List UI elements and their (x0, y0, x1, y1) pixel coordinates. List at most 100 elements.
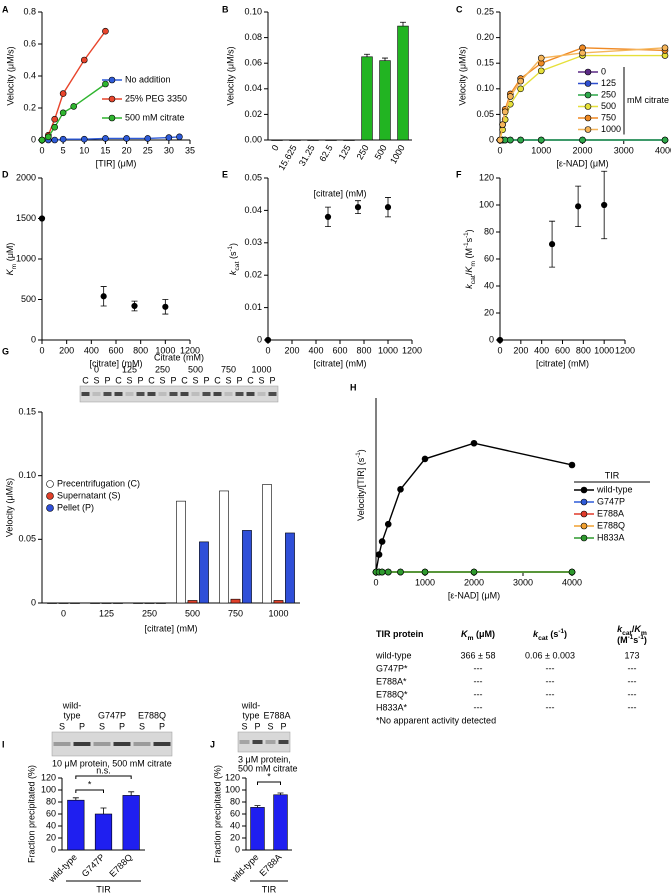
text-part: s (633, 635, 638, 645)
bar (273, 794, 288, 851)
data-point (123, 135, 130, 142)
data-point (162, 303, 169, 310)
x-tick-label: 1000 (415, 577, 435, 587)
y-tick-label: 120 (225, 772, 240, 782)
text-part: -1 (638, 634, 644, 641)
bar (242, 530, 252, 604)
bar (90, 602, 100, 604)
text-part: -1 (558, 628, 564, 635)
legend-label: 125 (601, 78, 616, 88)
legend-label: G747P (597, 496, 625, 506)
data-point (59, 90, 67, 97)
data-point (80, 135, 88, 143)
legend-marker (46, 504, 54, 512)
bar (199, 541, 209, 604)
legend-label: 750 (601, 112, 616, 122)
gel-title: Citrate (mM) (154, 352, 204, 362)
data-point (661, 44, 669, 52)
text-part: K (461, 629, 469, 639)
y-tick-label: 500 (21, 294, 36, 304)
legend-marker (46, 492, 54, 500)
x-axis-title: [citrate] (mM) (536, 358, 589, 368)
data-point (397, 568, 404, 576)
bar (187, 600, 198, 604)
gel-band (180, 392, 189, 396)
gel-image (79, 385, 279, 403)
x-tick-label: 0 (373, 577, 378, 587)
x-tick-label: 0 (39, 345, 44, 355)
gel-band (81, 392, 90, 396)
bar (289, 139, 301, 141)
gel-fraction-label: S (139, 721, 145, 731)
data-point (38, 215, 46, 222)
data-point (548, 241, 556, 248)
y-axis-title: Fraction precipitated (%) (26, 765, 36, 863)
gel-fraction-label: C (181, 375, 188, 385)
data-point (51, 123, 58, 131)
table-cell: --- (628, 689, 637, 699)
data-point (59, 135, 67, 143)
bar (156, 602, 166, 604)
data-point (501, 108, 509, 116)
gel-fraction-label: P (104, 375, 110, 385)
gel-band (246, 392, 255, 396)
text-part: -1 (227, 245, 234, 251)
x-tick-label: 35 (185, 145, 195, 155)
y-tick-label: 40 (230, 820, 240, 830)
text-part: TIR protein (376, 629, 424, 639)
y-tick-label: 40 (46, 820, 56, 830)
text-part: ) (228, 243, 238, 246)
y-tick-label: 0.4 (23, 70, 36, 80)
y-tick-label: 80 (484, 226, 494, 236)
x-tick-label: 30 (164, 145, 174, 155)
panel-label: J (210, 739, 215, 749)
x-tick-label: 600 (332, 345, 347, 355)
x-tick-label: 3000 (513, 577, 533, 587)
data-point (470, 568, 478, 576)
x-tick-label: 25 (143, 145, 153, 155)
x-tick-label: 4000 (562, 577, 582, 587)
table-cell: --- (628, 663, 637, 673)
text-part: k (464, 284, 474, 289)
gel-band (191, 392, 200, 396)
data-point (661, 136, 669, 144)
y-tick-label: 1000 (16, 253, 36, 263)
data-point (579, 136, 586, 144)
legend-label: 25% PEG 3350 (125, 93, 187, 103)
series-line (41, 30, 106, 141)
gel-band (136, 392, 145, 396)
data-point (384, 568, 392, 576)
x-tick-label: 1000 (268, 608, 288, 618)
bar (122, 795, 140, 851)
table-cell: --- (474, 702, 483, 712)
data-point (378, 538, 386, 545)
data-point (568, 461, 576, 469)
text-part: (s (228, 251, 238, 261)
gel-fraction-label: P (79, 721, 85, 731)
gel-band (265, 740, 276, 744)
significance-bracket (75, 775, 132, 779)
gel-band (73, 742, 91, 746)
gel-lane-label: 125 (122, 364, 137, 374)
x-tick-label: 0 (270, 143, 281, 152)
gel-band (125, 392, 134, 396)
legend-marker (46, 480, 54, 488)
bar (94, 813, 113, 851)
x-axis-title: [citrate] (mM) (314, 188, 367, 198)
y-tick-label: 0.03 (244, 237, 262, 247)
gel-fraction-label: S (258, 375, 264, 385)
gel-lane-label: type (242, 710, 259, 720)
y-tick-label: 100 (225, 784, 240, 794)
data-point (537, 67, 545, 75)
x-tick-label: 1000 (594, 345, 614, 355)
gel-lane-label: wild- (62, 700, 82, 710)
gel-image (51, 731, 173, 757)
gel-band (158, 392, 167, 396)
table-header: TIR protein (376, 629, 424, 639)
gel-lane-label: wild- (241, 700, 261, 710)
panel-label: F (456, 169, 462, 179)
table-cell: G747P* (376, 663, 408, 673)
y-tick-label: 120 (41, 772, 56, 782)
text-part: cat (470, 275, 477, 284)
